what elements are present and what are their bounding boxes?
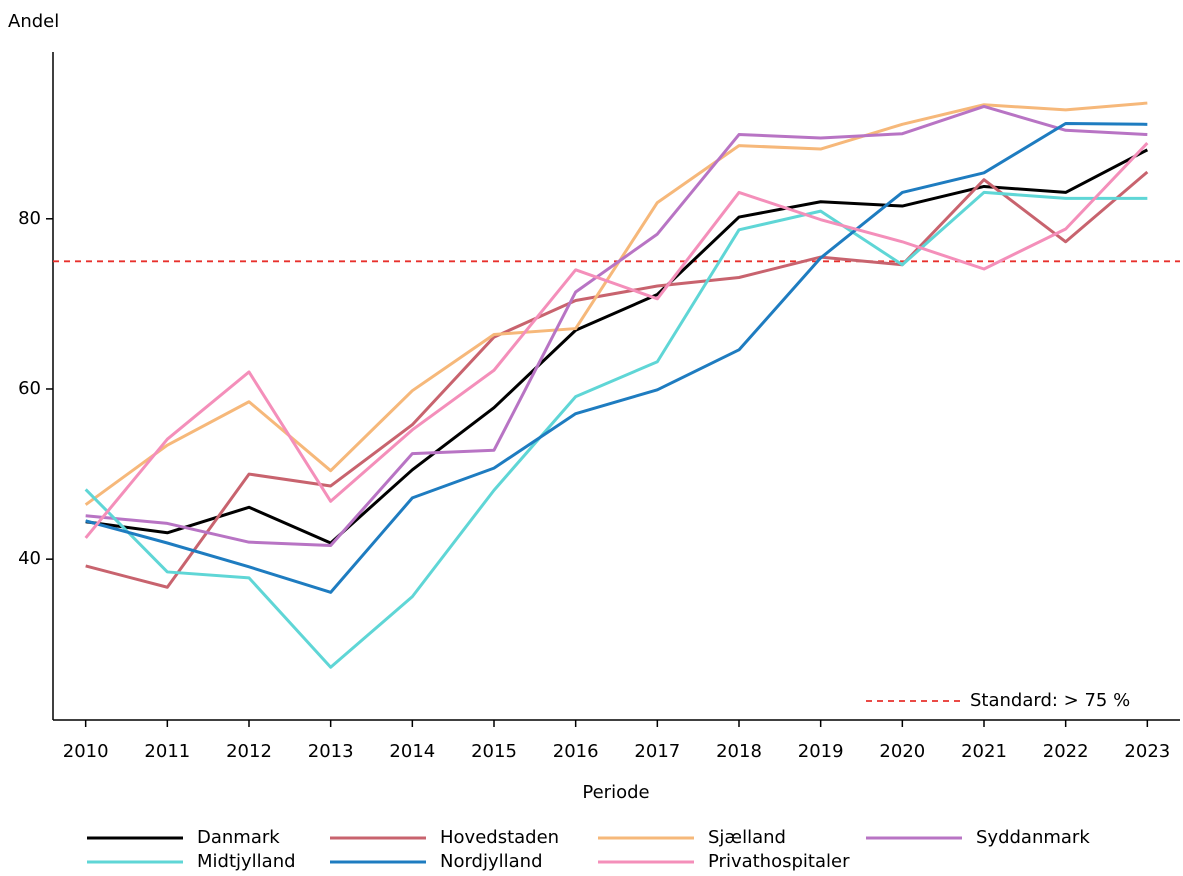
reference-legend-label: Standard: > 75 % — [970, 690, 1130, 711]
series-line — [85, 148, 1149, 545]
legend-label: Nordjylland — [440, 851, 543, 872]
series-line — [85, 121, 1148, 594]
legend-label: Privathospitaler — [708, 851, 850, 872]
x-tick-label: 2011 — [144, 741, 190, 762]
series-line — [84, 142, 1149, 539]
y-axis-label: Andel — [8, 11, 59, 32]
y-tick-label: 40 — [18, 548, 41, 569]
x-tick-label: 2017 — [634, 741, 680, 762]
legend-label: Syddanmark — [976, 827, 1090, 848]
x-tick-label: 2019 — [798, 741, 844, 762]
x-tick-label: 2012 — [226, 741, 272, 762]
x-tick-label: 2015 — [471, 741, 517, 762]
x-tick-label: 2023 — [1124, 741, 1170, 762]
x-tick-label: 2016 — [553, 741, 599, 762]
x-tick-label: 2021 — [961, 741, 1007, 762]
legend-label: Sjælland — [708, 827, 786, 848]
x-tick-label: 2014 — [389, 741, 435, 762]
series-line — [85, 104, 1148, 548]
series-line — [85, 170, 1149, 589]
x-tick-label: 2018 — [716, 741, 762, 762]
legend-label: Danmark — [197, 827, 280, 848]
x-tick-label: 2020 — [879, 741, 925, 762]
y-tick-label: 80 — [18, 208, 41, 229]
x-tick-label: 2010 — [63, 741, 109, 762]
x-axis-label: Periode — [582, 782, 649, 803]
y-tick-label: 60 — [18, 378, 41, 399]
x-tick-label: 2013 — [308, 741, 354, 762]
series-line — [84, 101, 1148, 506]
x-tick-label: 2022 — [1043, 741, 1089, 762]
legend-label: Midtjylland — [197, 851, 296, 872]
series-line — [84, 190, 1148, 669]
legend-label: Hovedstaden — [440, 827, 559, 848]
